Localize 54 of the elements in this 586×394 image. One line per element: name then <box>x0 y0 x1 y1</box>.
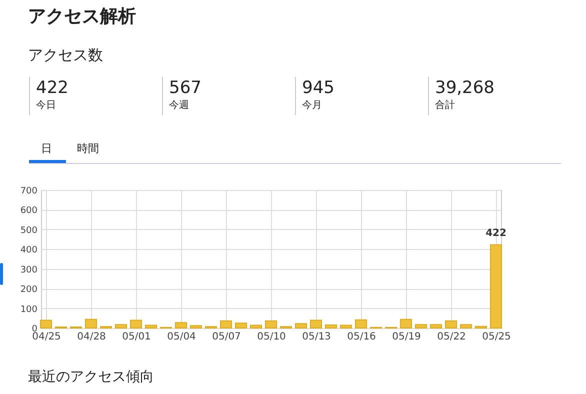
bar <box>130 320 142 328</box>
bar <box>490 244 502 328</box>
bar <box>340 324 352 328</box>
text: 422 <box>36 77 68 99</box>
y-tick-label: 200 <box>20 285 38 296</box>
x-tick-label: 05/01 <box>122 332 151 342</box>
y-tick-label: 700 <box>20 186 38 196</box>
bar <box>220 320 232 328</box>
x-tick-label: 04/25 <box>32 332 61 342</box>
bar <box>265 320 277 328</box>
text: 日 <box>41 141 52 156</box>
bar <box>295 323 307 328</box>
x-tick-label: 05/19 <box>392 332 421 342</box>
bar <box>250 324 262 328</box>
bar <box>85 318 97 328</box>
x-tick-label: 05/13 <box>302 332 331 342</box>
x-tick-label: 05/22 <box>437 332 466 342</box>
x-tick-label: 05/16 <box>347 332 376 342</box>
text: 今週 <box>169 99 190 113</box>
bar <box>145 324 157 328</box>
text: 945 <box>302 77 334 99</box>
x-tick-label: 04/28 <box>77 332 106 342</box>
bar <box>460 324 472 328</box>
bar <box>115 324 127 328</box>
data-label: 422 <box>486 228 506 239</box>
y-tick-label: 100 <box>20 304 38 315</box>
bar <box>310 320 322 328</box>
y-tick-label: 500 <box>20 226 38 236</box>
y-tick-label: 600 <box>20 206 38 216</box>
chart-title: アクセス解析 <box>28 5 136 28</box>
y-tick-label: 400 <box>20 246 38 256</box>
x-tick-label: 05/04 <box>167 332 196 342</box>
x-tick-label: 05/07 <box>212 332 241 342</box>
bar <box>355 319 367 328</box>
x-tick-label: 05/25 <box>482 332 511 342</box>
bar <box>430 324 442 328</box>
chart-subtitle: アクセス数 <box>28 46 103 65</box>
text: 時間 <box>77 141 99 156</box>
bar <box>400 318 412 328</box>
bar <box>415 324 427 328</box>
text: 39,268 <box>435 77 494 99</box>
bar <box>235 322 247 328</box>
bar <box>325 324 337 328</box>
y-tick-label: 300 <box>20 265 38 276</box>
bar <box>190 325 202 328</box>
text: 今月 <box>302 99 323 113</box>
x-tick-label: 05/10 <box>257 332 286 342</box>
bar <box>445 320 457 328</box>
text: 今日 <box>36 99 57 113</box>
text: 合計 <box>435 99 456 113</box>
bar <box>175 322 187 328</box>
text: 567 <box>169 77 202 99</box>
text: 最近のアクセス傾向 <box>28 368 154 386</box>
bar <box>40 320 52 328</box>
